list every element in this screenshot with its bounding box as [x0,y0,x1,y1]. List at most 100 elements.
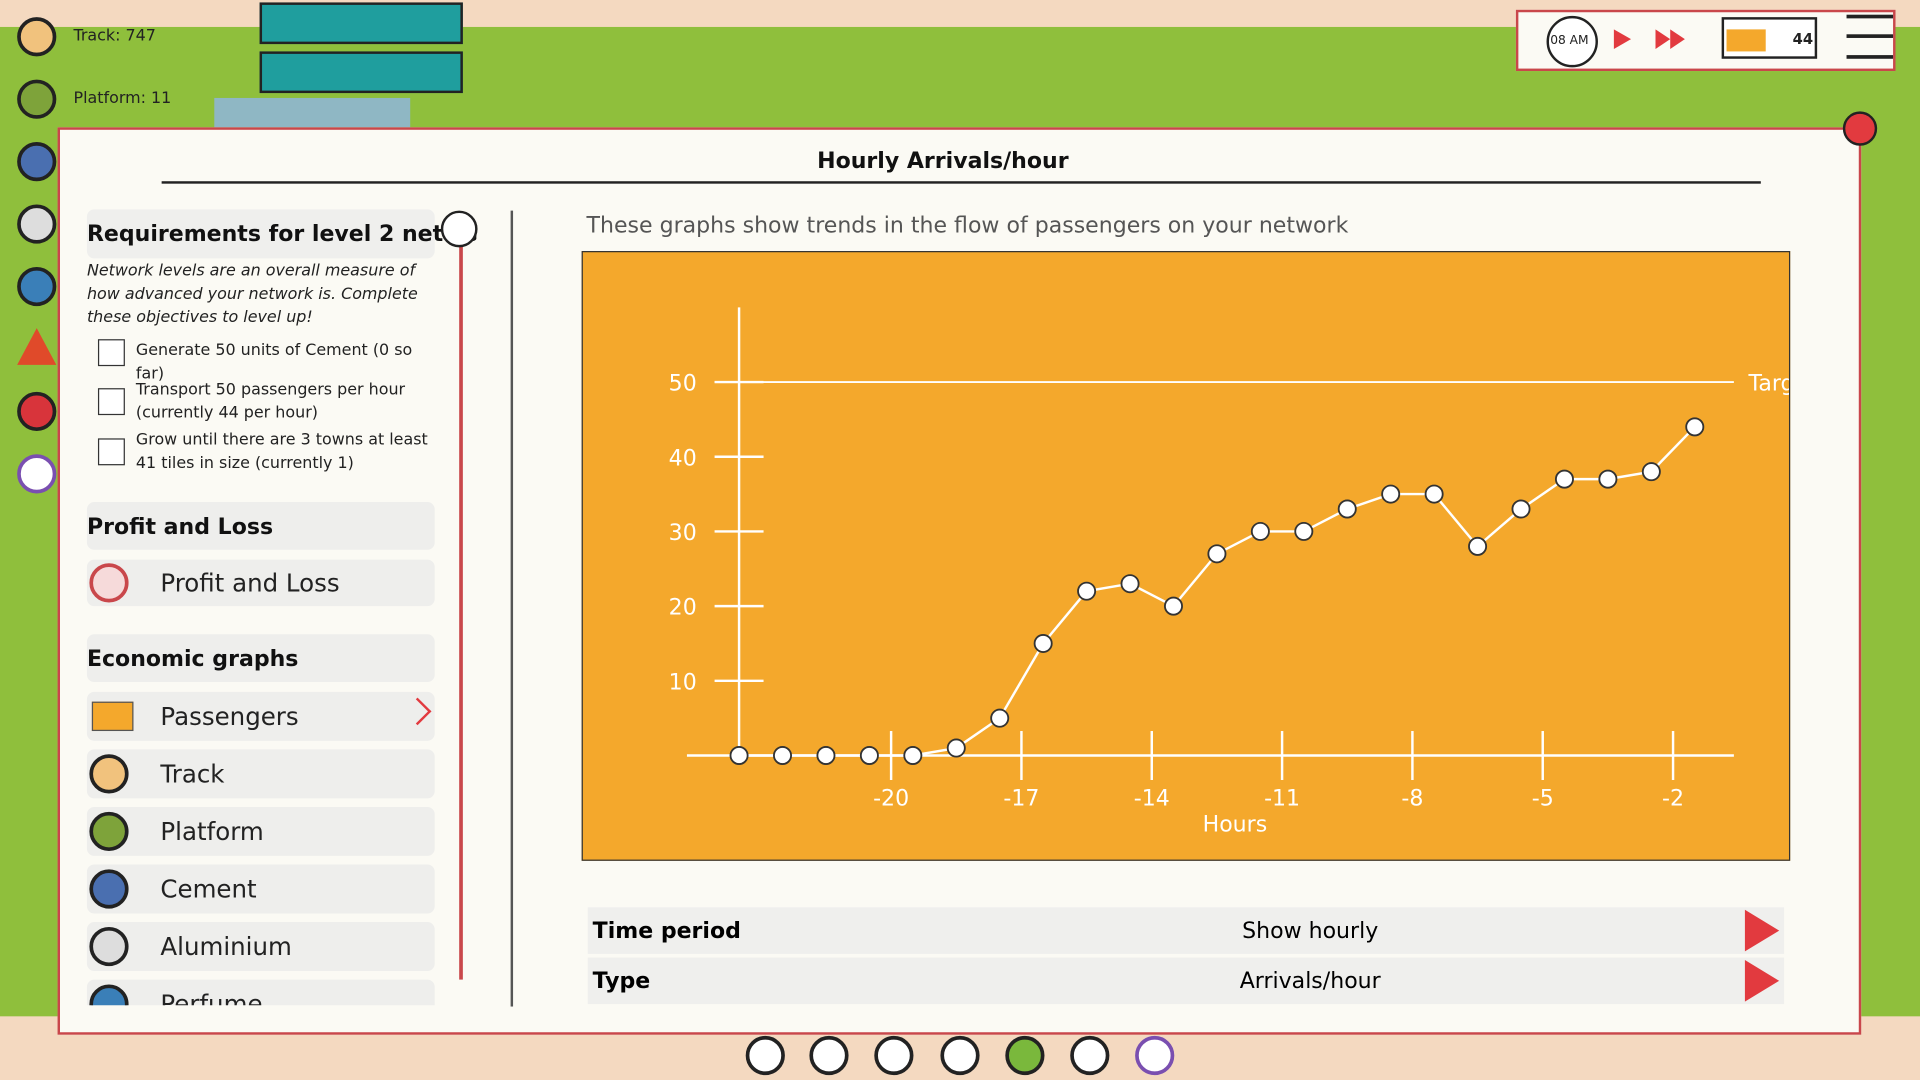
option-label: Type [592,968,651,995]
data-point [1468,536,1488,556]
item-label: Track [160,759,225,789]
objective-checkbox[interactable] [97,388,125,416]
y-tick-label: 30 [669,521,697,546]
fast-forward-button[interactable] [1655,29,1671,49]
list-item[interactable]: Cement [86,864,435,914]
warning-icon[interactable] [17,328,57,365]
section-title: Economic graphs [86,646,299,673]
item-icon [91,701,134,732]
dialog: Hourly Arrivals/hour Requirements for le… [57,127,1862,1035]
item-icon [89,563,129,603]
graphs-tool[interactable] [1005,1035,1045,1076]
select-tool[interactable] [745,1035,785,1076]
data-point [1598,469,1618,489]
next-button[interactable] [1744,909,1780,952]
fast-forward-button-2[interactable] [1670,29,1685,49]
y-tick-label: 50 [669,372,697,397]
y-tick-label: 40 [669,446,697,471]
build-tool[interactable] [809,1035,849,1076]
data-point [946,738,966,758]
aluminium-icon[interactable] [17,204,57,244]
x-tick-label: -11 [1264,787,1300,812]
option-row[interactable]: Type Arrivals/hour [587,957,1785,1005]
x-tick-label: -2 [1662,787,1684,812]
signal-tool[interactable] [874,1035,914,1076]
list-item[interactable]: Profit and Loss [86,559,435,607]
menu-button-bar [1846,34,1894,38]
list-item[interactable]: Passengers [86,691,435,741]
option-label: Time period [592,918,741,945]
close-button[interactable] [1842,111,1878,146]
data-point [903,746,923,766]
target-label: Target [1748,372,1791,397]
option-row[interactable]: Time period Show hourly [587,907,1785,954]
x-tick-label: -20 [873,787,909,812]
data-point [729,746,749,766]
data-point [990,708,1010,728]
ring-icon[interactable] [17,454,57,494]
data-point [1207,544,1227,564]
requirements-header [86,209,435,259]
item-icon [89,984,129,1006]
clock-time: 08 AM [1550,34,1589,48]
requirements-description: Network levels are an overall measure of… [86,262,418,327]
requirements-title: Requirements for level 2 network [86,221,477,248]
section-header: Economic graphs [86,634,435,683]
train-icon[interactable] [17,391,57,432]
passenger-board-sign [1726,29,1766,52]
title-rule [161,181,1761,184]
data-point [1250,521,1270,541]
station [259,51,463,94]
scrollbar[interactable] [459,230,463,980]
data-point [1077,581,1097,601]
platform-icon[interactable] [17,79,57,119]
train-tool[interactable] [940,1035,980,1076]
item-icon [89,754,129,794]
cement-icon[interactable] [17,142,57,182]
list-item[interactable]: Platform [86,806,435,856]
objective-checkbox[interactable] [97,339,125,367]
sidebar: Requirements for level 2 network Network… [60,203,477,1006]
item-label: Passengers [160,701,299,732]
alerts-tool[interactable] [1070,1035,1110,1076]
chart-subtitle: These graphs show trends in the flow of … [586,213,1349,239]
selected-arrow [403,697,432,726]
track-count: Track: 747 [73,26,156,46]
station [259,2,463,45]
data-point [1641,462,1661,482]
data-point [1381,484,1401,504]
option-value: Show hourly [1242,918,1379,945]
item-label: Cement [160,874,257,904]
list-item[interactable]: Aluminium [86,922,435,972]
item-label: Aluminium [160,931,292,962]
play-button[interactable] [1613,29,1632,49]
next-button[interactable] [1744,960,1780,1002]
item-icon [89,811,129,852]
data-line [739,426,1696,757]
track-icon[interactable] [17,17,57,57]
y-tick-label: 10 [669,670,697,695]
scroll-knob[interactable] [440,210,478,248]
y-tick-label: 20 [669,596,697,621]
objective: Grow until there are 3 towns at least 41… [135,431,428,473]
data-point [859,746,879,766]
data-point [1554,469,1574,489]
network-tool[interactable] [1135,1035,1175,1076]
data-point [1337,499,1357,519]
menu-button[interactable] [1846,14,1894,59]
list-item[interactable]: Perfume [86,979,435,1006]
x-tick-label: -8 [1401,787,1423,812]
objective-checkbox[interactable] [97,438,125,466]
list-item[interactable]: Track [86,749,435,799]
chart: 10 20 30 40 50 -20 -17 -14 -11 -8 -5 -2 Hours Target [581,251,1791,861]
item-icon [89,869,129,909]
perfume-icon[interactable] [17,266,57,307]
data-point [1685,417,1705,437]
data-point [1120,574,1140,594]
data-point [816,746,836,766]
dialog-title: Hourly Arrivals/hour [817,148,1069,174]
clock[interactable] [1546,15,1598,68]
data-point [1424,484,1444,504]
section-title: Profit and Loss [86,514,274,540]
